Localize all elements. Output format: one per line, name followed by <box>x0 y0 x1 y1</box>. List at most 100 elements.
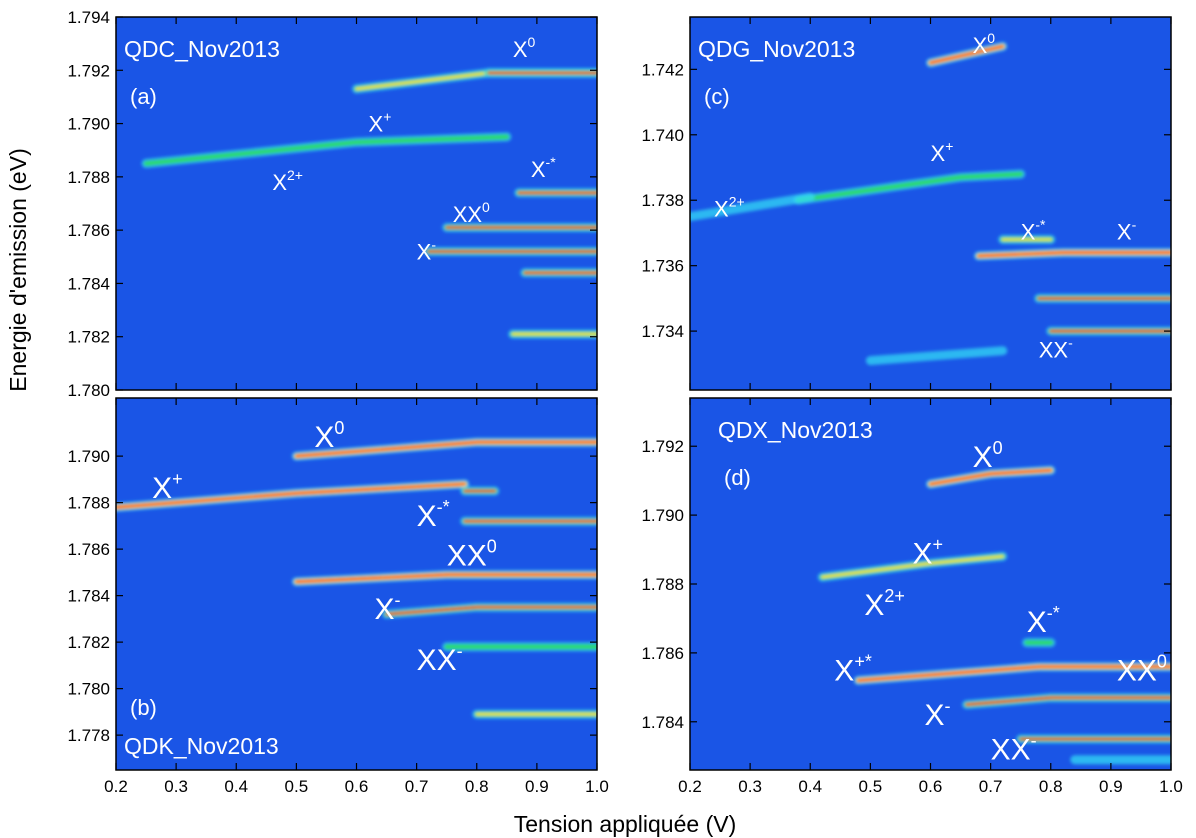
x-tick-label: 0.8 <box>465 777 489 796</box>
annotation-x: X+ <box>369 109 392 137</box>
annotation-xx: XX- <box>991 731 1037 767</box>
y-tick-label: 1.734 <box>641 322 684 341</box>
x-tick-label: 0.3 <box>738 777 762 796</box>
x-tick-label: 0.9 <box>525 777 549 796</box>
x-axis-label: Tension appliquée (V) <box>514 811 736 837</box>
emission-line-d-0 <box>926 465 1056 489</box>
annotation-x: X0 <box>314 418 344 454</box>
y-tick-label: 1.788 <box>67 168 110 187</box>
heatmap-background <box>690 398 1171 770</box>
emission-line-c-2 <box>690 192 815 222</box>
panel-d: 1.784 1.786 1.788 1.790 1.792 0.2 0.3 0.4 0.5 0.6… <box>641 397 1183 796</box>
y-tick-label: 1.788 <box>641 575 684 594</box>
x-tick-label: 0.7 <box>405 777 429 796</box>
emission-line-a-2 <box>141 132 512 168</box>
y-tick-label: 1.778 <box>67 726 110 745</box>
annotation-x: X- <box>924 696 950 732</box>
annotation-x: X2+ <box>864 586 905 622</box>
y-tick-label: 1.782 <box>67 633 110 652</box>
x-tick-label: 0.6 <box>345 777 369 796</box>
emission-line-c-4 <box>974 248 1171 261</box>
y-tick-label: 1.784 <box>67 587 110 606</box>
panel-c: 1.734 1.736 1.738 1.740 1.742 QDG_Nov2013 (c) X… <box>641 16 1172 391</box>
annotation-x: X-* <box>1027 603 1060 639</box>
y-tick-label: 1.788 <box>67 494 110 513</box>
annotation-x: X+* <box>834 651 872 687</box>
x-tick-label: 0.4 <box>224 777 248 796</box>
emission-line-b-1 <box>116 479 470 512</box>
emission-line-c-0 <box>926 41 1008 68</box>
y-tick-label: 1.784 <box>641 713 684 732</box>
sample-label: QDG_Nov2013 <box>698 36 855 62</box>
annotation-xx: XX- <box>1039 334 1073 362</box>
annotation-x: X0 <box>513 34 536 62</box>
y-tick-label: 1.786 <box>67 221 110 240</box>
y-axis-label: Energie d'emission (eV) <box>5 148 31 391</box>
heatmap-background <box>116 17 597 390</box>
emission-line-d-1 <box>817 551 1008 582</box>
annotation-x: X2+ <box>714 194 745 222</box>
y-tick-label: 1.780 <box>67 381 110 400</box>
y-tick-label: 1.790 <box>67 447 110 466</box>
x-tick-label: 0.9 <box>1099 777 1123 796</box>
y-tick-label: 1.740 <box>641 126 684 145</box>
emission-line-b-5 <box>382 602 597 619</box>
x-tick-label: 0.7 <box>979 777 1003 796</box>
panel-letter: (a) <box>130 84 157 109</box>
sample-label: QDX_Nov2013 <box>718 417 873 443</box>
y-tick-label: 1.782 <box>67 328 110 347</box>
x-tick-label: 0.8 <box>1039 777 1063 796</box>
y-tick-label: 1.786 <box>67 540 110 559</box>
y-tick-label: 1.790 <box>641 506 684 525</box>
y-tick-label: 1.780 <box>67 680 110 699</box>
y-tick-label: 1.790 <box>67 115 110 134</box>
x-tick-label: 1.0 <box>1159 777 1183 796</box>
x-tick-label: 0.5 <box>859 777 883 796</box>
annotation-x: X+ <box>931 138 954 166</box>
annotation-x: X0 <box>973 30 996 58</box>
y-tick-label: 1.738 <box>641 191 684 210</box>
x-tick-label: 0.2 <box>104 777 128 796</box>
y-tick-label: 1.792 <box>67 61 110 80</box>
x-tick-label: 0.5 <box>285 777 309 796</box>
heatmap-background <box>116 398 597 770</box>
sample-label: QDK_Nov2013 <box>124 733 279 759</box>
annotation-xx: XX0 <box>447 536 497 572</box>
y-tick-label: 1.794 <box>67 8 110 27</box>
annotation-x: X0 <box>973 438 1003 474</box>
emission-line-d-4 <box>962 693 1171 710</box>
x-tick-label: 0.3 <box>164 777 188 796</box>
annotation-xx: XX- <box>417 641 463 677</box>
y-tick-label: 1.742 <box>641 60 684 79</box>
annotation-x: X-* <box>1021 216 1046 244</box>
panel-letter: (c) <box>704 84 730 109</box>
y-tick-label: 1.784 <box>67 274 110 293</box>
emission-line-b-0 <box>291 437 597 461</box>
emission-line-d-3 <box>853 662 1171 685</box>
x-tick-label: 0.6 <box>919 777 943 796</box>
panel-letter: (d) <box>724 465 751 490</box>
annotation-x: X- <box>1117 216 1137 244</box>
annotation-xx: XX0 <box>1117 651 1167 687</box>
panel-b: 1.778 1.780 1.782 1.784 1.786 1.788 1.790 0.2 0.… <box>67 397 609 796</box>
annotation-x: X- <box>375 590 401 626</box>
emission-line-b-4 <box>291 570 597 587</box>
annotation-x: X- <box>417 236 437 264</box>
y-tick-label: 1.736 <box>641 257 684 276</box>
annotation-x: X+ <box>152 469 183 505</box>
x-tick-label: 0.2 <box>678 777 702 796</box>
annotation-x: X+ <box>912 534 943 570</box>
x-tick-label: 0.4 <box>798 777 822 796</box>
y-tick-label: 1.786 <box>641 644 684 663</box>
annotation-x: X2+ <box>272 167 303 195</box>
emission-line-c-7 <box>865 346 1008 366</box>
sample-label: QDC_Nov2013 <box>124 36 280 62</box>
annotation-x: X-* <box>531 154 556 182</box>
annotation-x: X-* <box>417 497 450 533</box>
y-tick-label: 1.792 <box>641 437 684 456</box>
emission-line-c-1 <box>793 169 1026 205</box>
x-tick-label: 1.0 <box>585 777 609 796</box>
panel-letter: (b) <box>130 695 157 720</box>
annotation-xx: XX0 <box>453 199 490 227</box>
